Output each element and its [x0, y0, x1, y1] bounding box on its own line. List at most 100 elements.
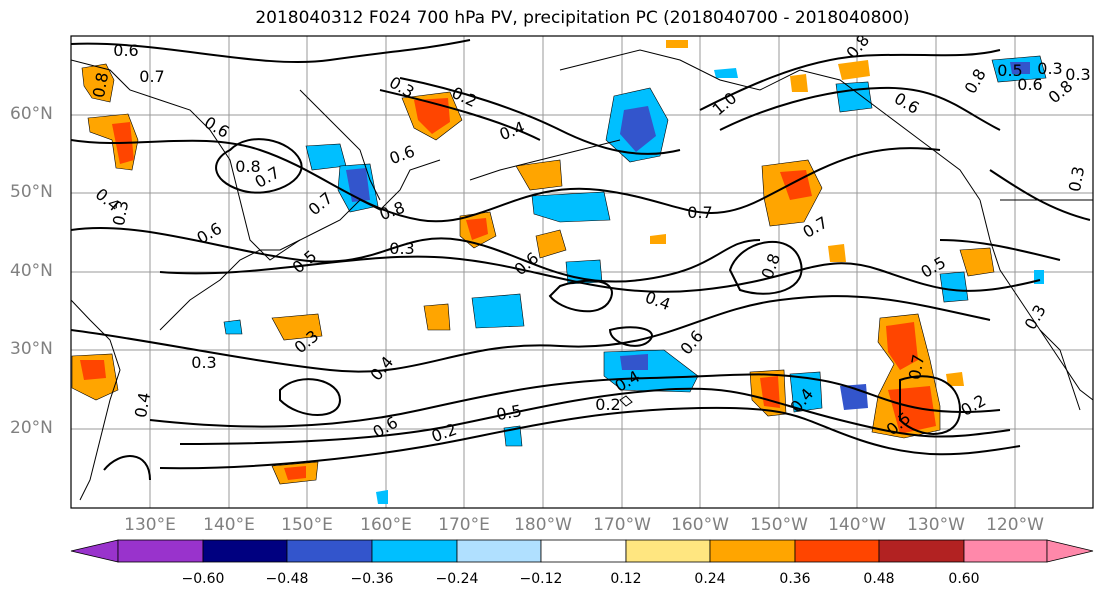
colorbar-tick-label: −0.48: [265, 571, 309, 587]
pv-contours: [71, 39, 1091, 481]
precip-negative-patch: [223, 319, 243, 335]
coastline-china: [71, 299, 121, 501]
lon-label: 140°W: [828, 515, 886, 535]
coastline-baja: [1039, 329, 1081, 411]
precip-positive-patch: [828, 244, 846, 262]
lon-label: 180°W: [514, 515, 572, 535]
colorbar-segment: [202, 539, 288, 563]
pv-contour: [719, 86, 1001, 131]
colorbar-tick-label: −0.24: [435, 571, 479, 587]
contour-label: 0.6: [113, 41, 138, 60]
colorbar-extend-low: [70, 539, 119, 563]
colorbar-segment: [709, 539, 796, 563]
contour-label: 0.3: [1065, 165, 1088, 193]
lat-label: 50°N: [10, 182, 53, 202]
contour-label: 0.7: [139, 67, 164, 86]
contour-label: 0.5: [997, 61, 1022, 80]
precip-positive-patch: [81, 63, 115, 103]
contour-label: 0.8: [89, 71, 112, 99]
pv-contour: [989, 169, 1091, 221]
precip-negative-patch: [376, 490, 388, 504]
pv-contour: [71, 139, 941, 223]
coastline-alaska: [559, 49, 981, 201]
colorbar-segment: [371, 539, 458, 563]
precip-strong-patch: [886, 322, 918, 370]
colorbar-tick-label: −0.36: [350, 571, 394, 587]
colorbar-segment: [878, 539, 965, 563]
colorbar-segment: [117, 539, 204, 563]
precip-negative-patch: [531, 191, 611, 223]
coastline-aleutians: [469, 139, 621, 181]
colorbar-segment: [286, 539, 373, 563]
precip-negative-patch: [471, 293, 525, 329]
coastline-hawaii: [619, 395, 633, 407]
precip-positive-patch: [271, 313, 323, 341]
precip-strong-negative-patch: [620, 106, 656, 152]
lat-label: 20°N: [10, 418, 53, 438]
pv-contour: [71, 39, 471, 63]
pv-contour: [399, 77, 681, 155]
precip-positive-patch: [838, 60, 870, 80]
lon-label: 160°W: [671, 515, 729, 535]
precip-strong-negative-patch: [620, 354, 648, 370]
lat-label: 30°N: [10, 339, 53, 359]
colorbar: [70, 539, 1094, 563]
lat-label: 40°N: [10, 261, 53, 281]
precip-strong-negative-patch: [346, 168, 370, 202]
lon-label: 140°E: [203, 515, 255, 535]
map-content: 0.6 0.7 0.8 0.6 0.7 0.8 0.3 0.2 0.4 0.6 …: [71, 36, 1093, 508]
lon-label: 150°E: [281, 515, 333, 535]
coastlines: [71, 49, 1093, 501]
lon-label: 160°E: [360, 515, 412, 535]
coastline-japan: [159, 239, 301, 331]
pv-contour: [103, 455, 151, 481]
contour-label: 0.2: [595, 395, 620, 414]
precip-positive-patch: [535, 229, 567, 259]
precip-strong-negative-patch: [1010, 62, 1030, 74]
colorbar-tick-label: 0.12: [610, 571, 642, 587]
precip-negative-patch: [835, 81, 873, 113]
colorbar-segment: [625, 539, 711, 563]
pv-contour: [699, 49, 1001, 111]
colorbar-extend-high: [1046, 539, 1094, 563]
pv-contour: [279, 378, 342, 416]
colorbar-tick-label: 0.60: [948, 571, 980, 587]
colorbar-segment: [456, 539, 542, 563]
colorbar-segment: [794, 539, 880, 563]
pv-contour: [149, 373, 1001, 428]
precip-strong-patch: [414, 98, 450, 134]
pv-contour: [899, 375, 962, 435]
lon-label: 120°W: [986, 515, 1044, 535]
colorbar-segment: [540, 539, 627, 563]
pv-contour: [939, 239, 1061, 261]
contour-label: 0.4: [131, 391, 154, 419]
pv-contour: [179, 387, 1011, 445]
contour-label: 0.8: [235, 157, 260, 176]
pv-contour: [608, 326, 653, 347]
precip-positive-patch: [515, 159, 563, 191]
precip-positive-patch: [650, 234, 666, 244]
precip-positive-patch: [790, 74, 808, 92]
colorbar-tick-label: 0.48: [863, 571, 895, 587]
coastline-kamchatka: [299, 89, 381, 201]
pv-contour: [71, 295, 991, 373]
lon-label: 170°W: [593, 515, 651, 535]
contour-label: 0.3: [389, 239, 414, 258]
precip-positive-patch: [423, 303, 451, 331]
colorbar-tick-label: −0.60: [181, 571, 225, 587]
precip-strong-patch: [466, 218, 488, 240]
colorbar-tick-label: −0.12: [519, 571, 563, 587]
contour-label: 0.5: [495, 401, 523, 424]
contour-label: 0.3: [1037, 59, 1062, 78]
map-frame-border: [70, 35, 1094, 509]
pv-contour: [71, 227, 761, 283]
contour-label: 0.7: [687, 203, 712, 222]
contour-label: 0.3: [191, 353, 216, 372]
colorbar-tick-label: 0.24: [694, 571, 726, 587]
pv-contour: [215, 138, 303, 194]
precip-positive-patch: [959, 247, 995, 277]
precip-negative-patch: [789, 371, 823, 413]
lat-label: 60°N: [10, 104, 53, 124]
pv-contour: [159, 406, 1021, 470]
